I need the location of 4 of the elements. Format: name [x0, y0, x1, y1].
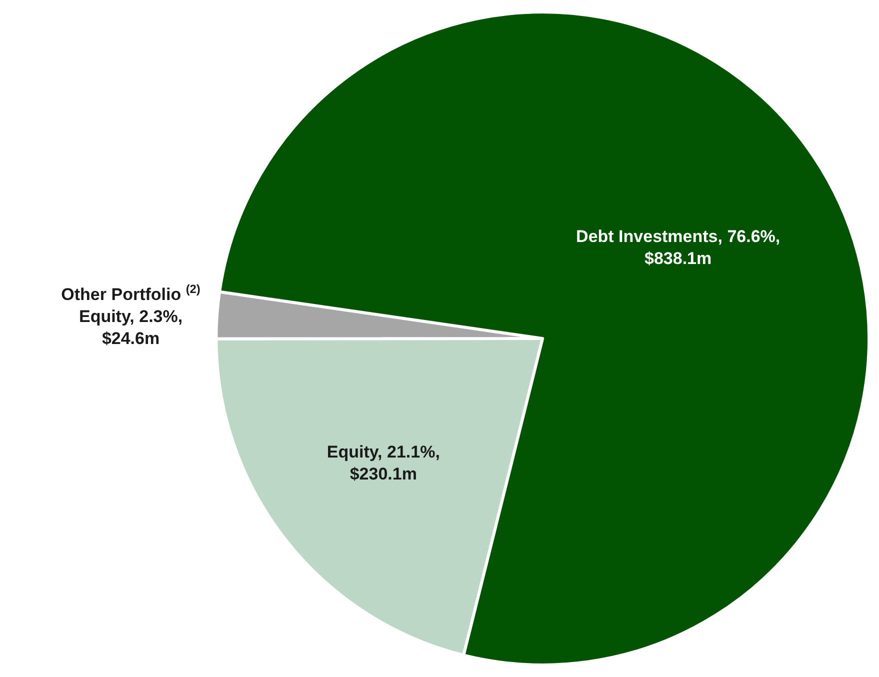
slice-label: Debt Investments, 76.6%, $838.1m — [576, 226, 780, 268]
slice-label: Other Portfolio $^{(2)}$ Equity, 2.3%, $24.6m — [61, 282, 200, 348]
slice-label: Equity, 21.1%, $230.1m — [326, 442, 440, 484]
pie-slice — [218, 10, 870, 666]
